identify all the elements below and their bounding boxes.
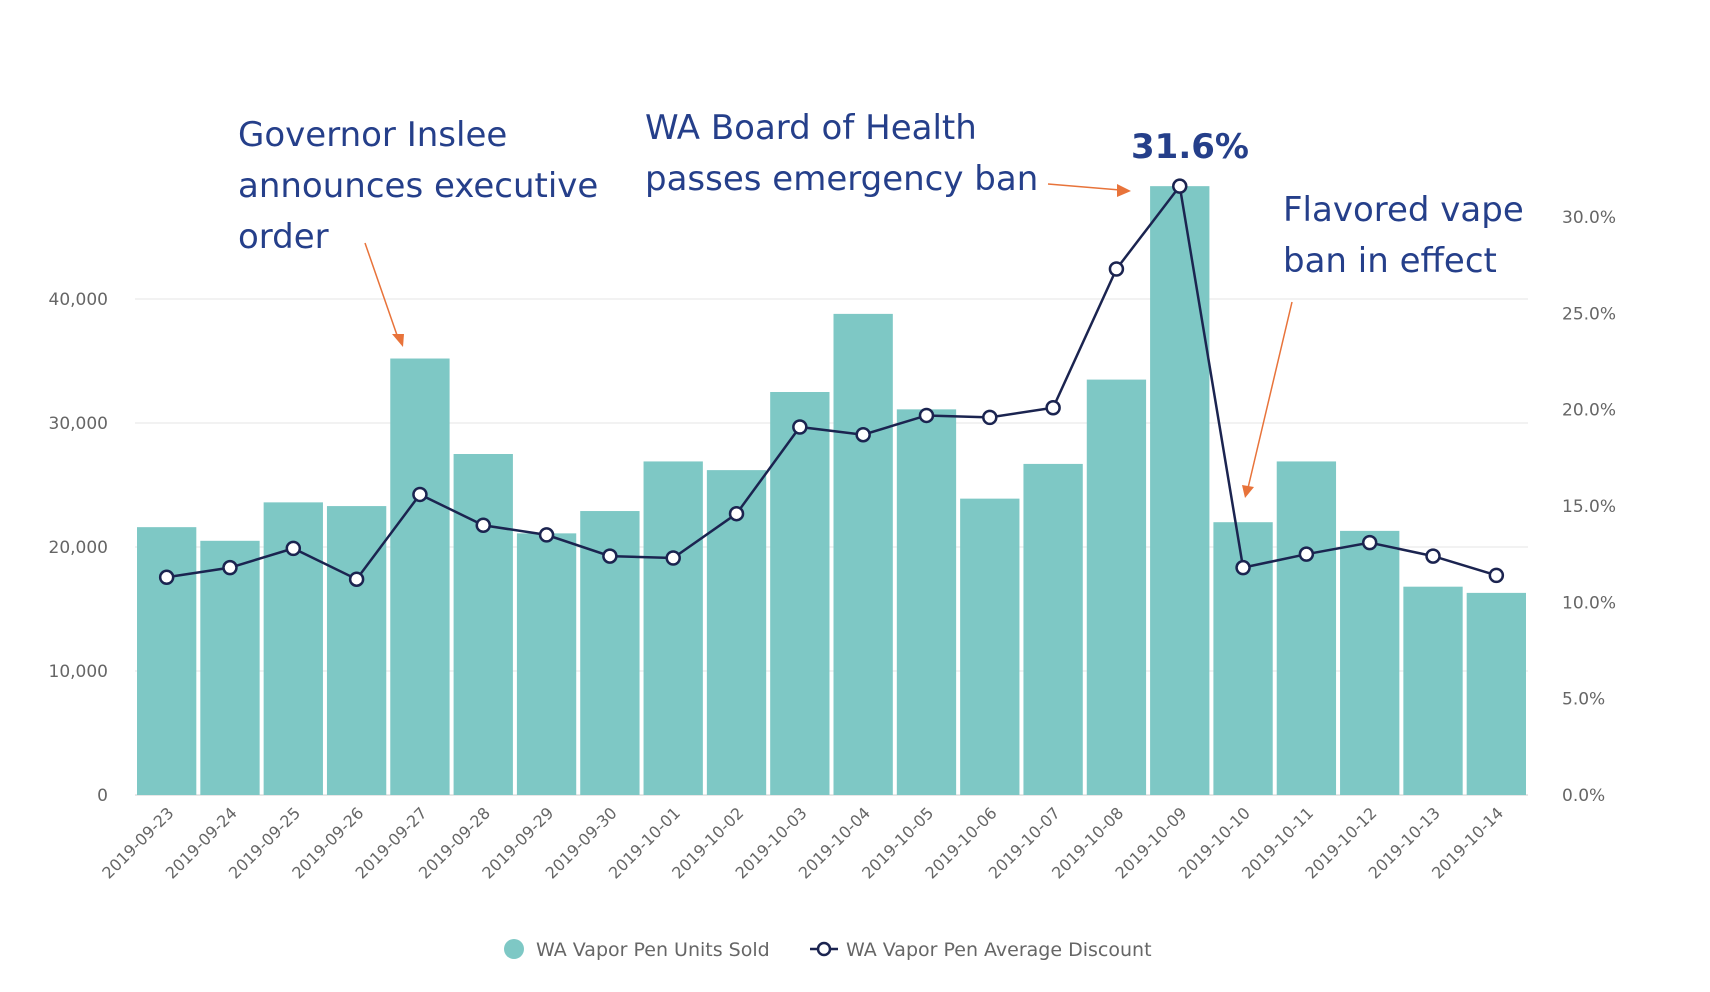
bar bbox=[390, 358, 450, 795]
legend-line-marker bbox=[816, 941, 832, 957]
bar bbox=[643, 461, 703, 795]
annotation-governor-line-3: order bbox=[238, 217, 329, 257]
line-point bbox=[475, 517, 491, 534]
bar bbox=[1403, 586, 1463, 795]
line-path bbox=[166, 183, 1497, 581]
line-point bbox=[1425, 548, 1441, 564]
annotation-flavored-line-2: ban in effect bbox=[1283, 241, 1497, 281]
arrow-flavored-head bbox=[1242, 485, 1254, 498]
line-point bbox=[538, 527, 555, 543]
line-point bbox=[728, 505, 745, 522]
annotation-flavored-ban: Flavored vape ban in effect bbox=[1283, 190, 1535, 281]
annotations: Governor Inslee announces executive orde… bbox=[238, 108, 1535, 498]
peak-value-label: 31.6% bbox=[1131, 127, 1249, 167]
line-point bbox=[1108, 261, 1125, 277]
annotation-board-line-1: WA Board of Health bbox=[645, 108, 977, 148]
bar bbox=[896, 409, 957, 795]
y-left-tick-label: 0 bbox=[97, 786, 108, 806]
line-point bbox=[222, 559, 238, 576]
line-point bbox=[1298, 546, 1315, 562]
bar bbox=[516, 533, 577, 795]
legend-bar-label: WA Vapor Pen Units Sold bbox=[536, 939, 770, 961]
y-right-tick-label: 25.0% bbox=[1562, 304, 1616, 324]
line-point bbox=[1045, 399, 1061, 416]
line-point bbox=[1172, 178, 1188, 194]
line-point bbox=[1235, 559, 1251, 576]
arrow-flavored bbox=[1247, 301, 1293, 489]
bar bbox=[960, 498, 1020, 795]
bar bbox=[1466, 592, 1526, 795]
line-point bbox=[602, 548, 618, 564]
bar bbox=[453, 454, 513, 795]
line-point bbox=[1361, 534, 1378, 551]
line-point bbox=[855, 426, 871, 443]
annotation-board-line-2: passes emergency ban bbox=[645, 159, 1038, 199]
bar bbox=[706, 470, 767, 795]
legend-line-label: WA Vapor Pen Average Discount bbox=[846, 939, 1152, 961]
y-right-tick-label: 5.0% bbox=[1562, 690, 1605, 710]
line-point bbox=[348, 571, 365, 587]
arrow-governor-head bbox=[392, 334, 404, 347]
line-point bbox=[665, 550, 681, 566]
y-right-tick-label: 15.0% bbox=[1562, 497, 1616, 517]
line-point bbox=[918, 407, 935, 424]
line-point bbox=[158, 569, 175, 586]
y-right-tick-label: 20.0% bbox=[1562, 401, 1616, 421]
annotation-board-of-health: WA Board of Health passes emergency ban bbox=[645, 108, 1038, 199]
y-left-tick-label: 40,000 bbox=[49, 290, 108, 310]
left-axis: 0 10,000 20,000 30,000 40,000 bbox=[49, 290, 108, 806]
bar bbox=[1086, 379, 1147, 795]
y-right-tick-label: 0.0% bbox=[1562, 786, 1605, 806]
bar bbox=[833, 313, 893, 795]
line-point bbox=[1488, 567, 1505, 584]
annotation-flavored-line-1: Flavored vape bbox=[1283, 190, 1524, 230]
annotation-governor-line-1: Governor Inslee bbox=[238, 115, 507, 155]
bar bbox=[1023, 463, 1083, 795]
y-right-tick-label: 10.0% bbox=[1562, 593, 1616, 613]
arrow-board-head bbox=[1117, 184, 1131, 197]
bar bbox=[1150, 186, 1210, 795]
line-point bbox=[285, 540, 302, 557]
line-point bbox=[982, 409, 998, 426]
bar bbox=[1276, 461, 1337, 795]
y-left-tick-label: 10,000 bbox=[49, 662, 108, 682]
bar bbox=[200, 540, 260, 795]
y-left-tick-label: 30,000 bbox=[49, 414, 108, 434]
y-right-tick-label: 30.0% bbox=[1562, 208, 1616, 228]
legend: WA Vapor Pen Units Sold WA Vapor Pen Ave… bbox=[504, 939, 1152, 961]
annotation-governor: Governor Inslee announces executive orde… bbox=[238, 115, 609, 257]
legend-bar-swatch bbox=[504, 939, 524, 959]
bar-series bbox=[137, 186, 1526, 795]
bar bbox=[1340, 530, 1400, 795]
bar bbox=[137, 527, 197, 795]
y-left-tick-label: 20,000 bbox=[49, 538, 108, 558]
bar bbox=[770, 392, 830, 795]
x-axis: 2019-09-232019-09-242019-09-252019-09-26… bbox=[98, 803, 1507, 882]
line-point bbox=[792, 419, 808, 435]
arrow-governor bbox=[364, 242, 399, 339]
line-series bbox=[158, 178, 1505, 587]
right-axis: 0.0% 5.0% 10.0% 15.0% 20.0% 25.0% 30.0% bbox=[1562, 208, 1616, 806]
annotation-governor-line-2: announces executive bbox=[238, 166, 598, 206]
arrow-board bbox=[1047, 183, 1121, 191]
line-point bbox=[412, 486, 428, 503]
